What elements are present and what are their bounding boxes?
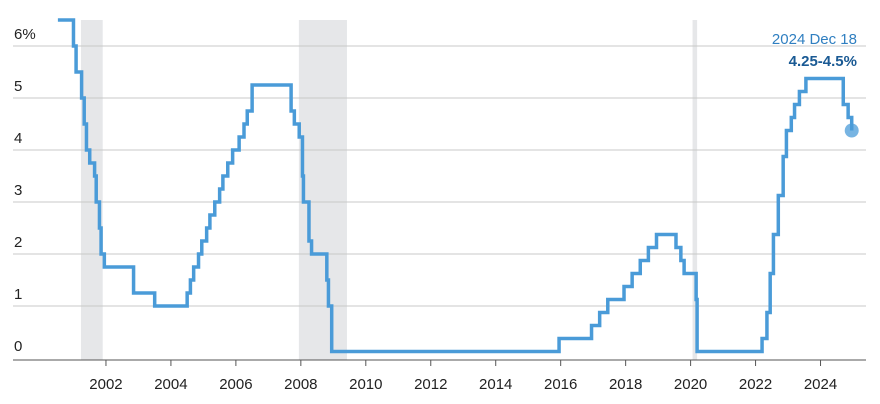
annotation-value: 4.25-4.5% <box>789 53 857 70</box>
y-tick-label: 2 <box>14 234 22 251</box>
x-tick-label: 2016 <box>544 376 577 393</box>
x-tick-label: 2020 <box>674 376 707 393</box>
y-tick-label: 5 <box>14 78 22 95</box>
x-tick-label: 2010 <box>349 376 382 393</box>
y-tick-label: 6% <box>14 26 36 43</box>
x-tick-label: 2008 <box>284 376 317 393</box>
annotation-date: 2024 Dec 18 <box>772 31 857 48</box>
recession-band <box>80 20 103 360</box>
x-tick-label: 2018 <box>609 376 642 393</box>
x-tick-label: 2024 <box>804 376 837 393</box>
y-tick-label: 0 <box>14 338 22 355</box>
y-tick-label: 4 <box>14 130 22 147</box>
x-tick-label: 2002 <box>89 376 122 393</box>
x-tick-label: 2012 <box>414 376 447 393</box>
x-tick-label: 2004 <box>154 376 187 393</box>
grid-layer <box>13 45 866 366</box>
x-tick-label: 2014 <box>479 376 512 393</box>
x-tick-label: 2006 <box>219 376 252 393</box>
y-tick-label: 1 <box>14 286 22 303</box>
recession-band <box>298 20 347 360</box>
y-tick-label: 3 <box>14 182 22 199</box>
rate-line <box>57 18 854 354</box>
latest-point <box>844 123 859 138</box>
shading-layer <box>80 20 698 360</box>
recession-band <box>692 20 698 360</box>
x-tick-label: 2022 <box>739 376 772 393</box>
